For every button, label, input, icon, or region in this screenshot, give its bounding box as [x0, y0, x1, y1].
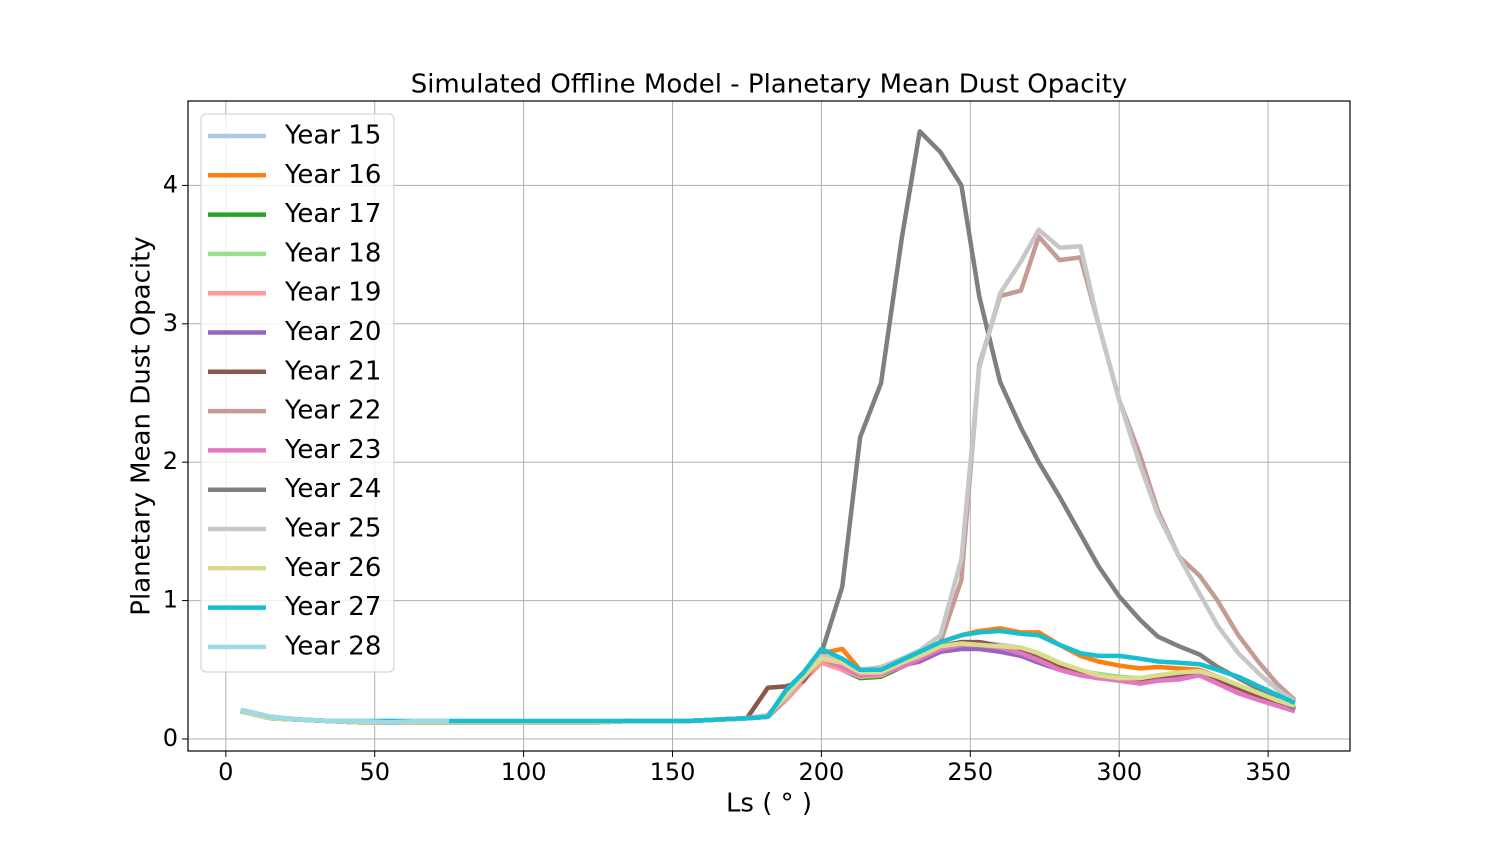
- y-tick-label: 4: [163, 170, 178, 198]
- x-tick-label: 300: [1096, 758, 1142, 786]
- x-tick-label: 50: [359, 758, 390, 786]
- x-tick-label: 100: [501, 758, 547, 786]
- legend-frame: [200, 113, 395, 673]
- y-tick-label: 0: [163, 724, 178, 752]
- legend-label: Year 27: [284, 592, 381, 622]
- legend-label: Year 21: [284, 356, 381, 386]
- legend-label: Year 18: [284, 238, 381, 268]
- series-line: [240, 707, 450, 725]
- ticks: 0 50 100 150 200 250 300 350 0 1 2 3 4: [163, 170, 1291, 786]
- legend-label: Year 17: [284, 199, 381, 229]
- x-tick-label: 250: [947, 758, 993, 786]
- plot-frame: [187, 100, 1351, 752]
- legend-label: Year 28: [284, 631, 381, 661]
- legend: Year 15 Year 16 Year 17 Year 18 Year 19 Year …: [200, 113, 395, 673]
- legend-label: Year 24: [284, 474, 381, 504]
- y-axis-label: Planetary Mean Dust Opacity: [127, 236, 157, 615]
- x-axis-label: Ls ( ° ): [726, 789, 812, 819]
- legend-label: Year 22: [284, 396, 381, 426]
- x-tick-label: 150: [650, 758, 696, 786]
- legend-label: Year 20: [284, 317, 381, 347]
- y-tick-label: 3: [163, 309, 178, 337]
- series-line: [240, 628, 1296, 724]
- legend-label: Year 19: [284, 278, 381, 308]
- legend-label: Year 25: [284, 514, 381, 544]
- y-tick-label: 1: [163, 586, 178, 614]
- chart-title: Simulated Offline Model - Planetary Mean…: [411, 70, 1128, 100]
- legend-label: Year 23: [284, 435, 381, 465]
- legend-label: Year 16: [284, 160, 381, 190]
- legend-label: Year 15: [284, 121, 381, 151]
- x-tick-label: 0: [218, 758, 233, 786]
- y-tick-label: 2: [163, 447, 178, 475]
- x-tick-label: 350: [1245, 758, 1291, 786]
- lines: [240, 129, 1297, 725]
- legend-label: Year 26: [284, 553, 381, 583]
- x-tick-label: 200: [799, 758, 845, 786]
